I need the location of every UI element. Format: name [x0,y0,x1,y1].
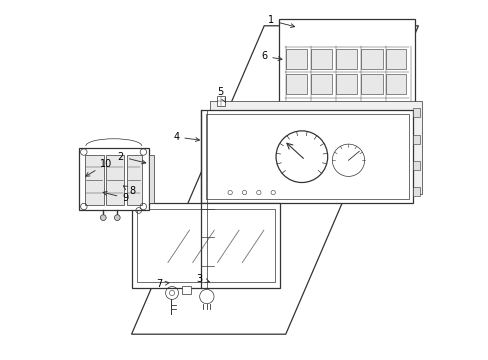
Polygon shape [201,110,412,203]
Text: 2: 2 [118,152,145,164]
Bar [285,74,306,94]
Bar [310,49,332,69]
Bar [360,49,382,69]
Bar [182,286,190,294]
Bar [360,74,382,94]
Polygon shape [278,19,414,108]
Text: 7: 7 [156,279,169,289]
Bar [85,155,103,205]
Bar [310,74,332,94]
Bar [105,155,124,205]
Circle shape [332,144,364,176]
Text: 9: 9 [103,192,128,203]
Bar [335,49,357,69]
Circle shape [114,215,120,221]
Text: 10: 10 [85,159,112,176]
Bar [335,74,357,94]
Circle shape [199,289,214,304]
Bar [126,155,142,205]
Bar [412,187,419,196]
Text: 1: 1 [267,15,294,28]
Text: 3: 3 [196,274,209,284]
Text: 5: 5 [217,87,225,103]
Text: 4: 4 [173,132,199,142]
Bar [412,108,419,117]
Circle shape [100,215,106,221]
Bar [285,49,306,69]
Text: 6: 6 [261,51,282,61]
Bar [148,155,154,203]
Text: 8: 8 [123,186,135,197]
Bar [412,161,419,170]
Bar [412,135,419,144]
Polygon shape [210,101,421,194]
Polygon shape [131,203,280,288]
Bar [79,148,148,211]
Bar [386,74,405,94]
Bar [386,49,405,69]
Bar [217,96,225,107]
Circle shape [276,131,327,183]
